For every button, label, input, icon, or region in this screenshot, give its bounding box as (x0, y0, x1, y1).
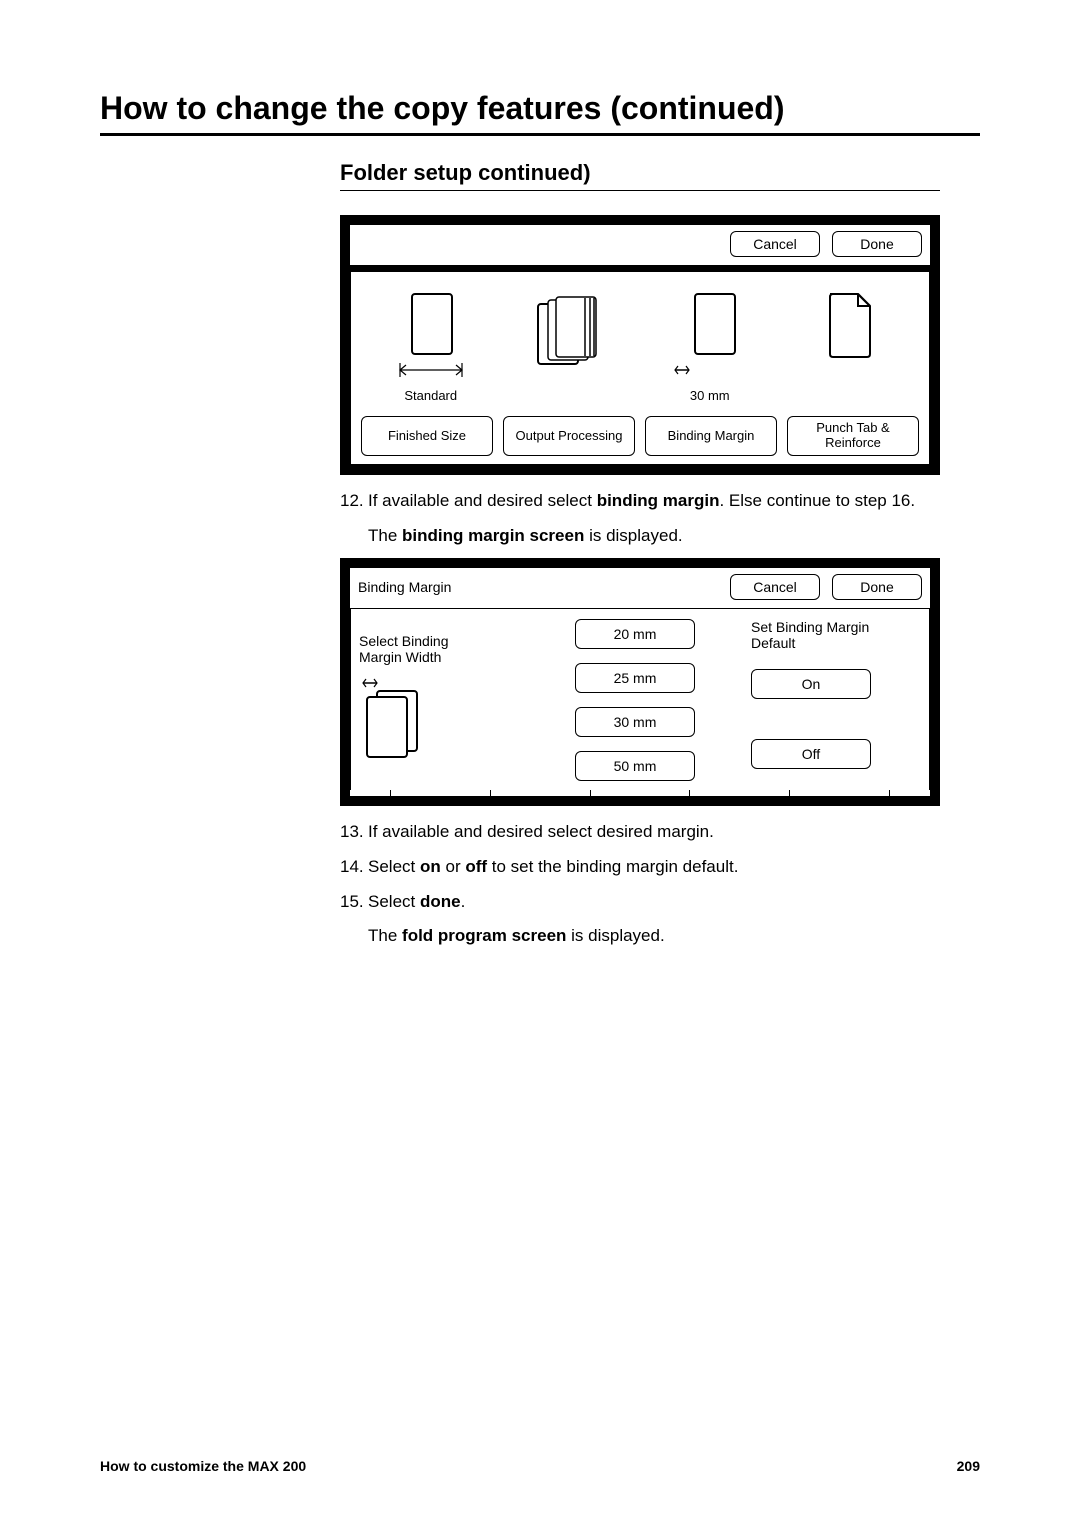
tab-binding-margin[interactable]: Binding Margin (645, 416, 777, 456)
done-button-2[interactable]: Done (832, 574, 922, 600)
cancel-button[interactable]: Cancel (730, 231, 820, 257)
select-binding-label-1: Select Binding (359, 633, 519, 649)
option-25mm[interactable]: 25 mm (575, 663, 695, 693)
tab-punch-tab[interactable]: Punch Tab & Reinforce (787, 416, 919, 456)
panel2-title: Binding Margin (358, 579, 451, 595)
step-15: 15.Select done. (340, 890, 940, 915)
default-on-button[interactable]: On (751, 669, 871, 699)
page-title: How to change the copy features (continu… (100, 90, 980, 136)
fold-program-screen: Cancel Done Standar (340, 215, 940, 475)
binding-margin-screen: Binding Margin Cancel Done Select Bindin… (340, 558, 940, 806)
section-title: Folder setup continued) (340, 160, 940, 191)
tab-finished-size[interactable]: Finished Size (361, 416, 493, 456)
tab-output-processing[interactable]: Output Processing (503, 416, 635, 456)
binding-margin-mini-icon (359, 675, 433, 775)
step-15-note: The fold program screen is displayed. (368, 924, 940, 949)
output-stack-icon (530, 292, 610, 382)
default-off-button[interactable]: Off (751, 739, 871, 769)
done-button[interactable]: Done (832, 231, 922, 257)
step-12: 12.If available and desired select bindi… (340, 489, 940, 514)
cancel-button-2[interactable]: Cancel (730, 574, 820, 600)
set-default-label-1: Set Binding Margin (751, 619, 921, 635)
set-default-label-2: Default (751, 635, 921, 651)
footer-page-number: 209 (957, 1458, 980, 1474)
step-12-note: The binding margin screen is displayed. (368, 524, 940, 549)
standard-size-icon (396, 292, 466, 382)
option-20mm[interactable]: 20 mm (575, 619, 695, 649)
option-50mm[interactable]: 50 mm (575, 751, 695, 781)
select-binding-label-2: Margin Width (359, 649, 519, 665)
binding-margin-icon (673, 292, 747, 382)
option-30mm[interactable]: 30 mm (575, 707, 695, 737)
punch-tab-icon (814, 292, 884, 382)
standard-label: Standard (404, 388, 457, 404)
footer-left: How to customize the MAX 200 (100, 1458, 306, 1474)
step-14: 14.Select on or off to set the binding m… (340, 855, 940, 880)
mm30-label: 30 mm (690, 388, 730, 404)
step-13: 13.If available and desired select desir… (340, 820, 940, 845)
